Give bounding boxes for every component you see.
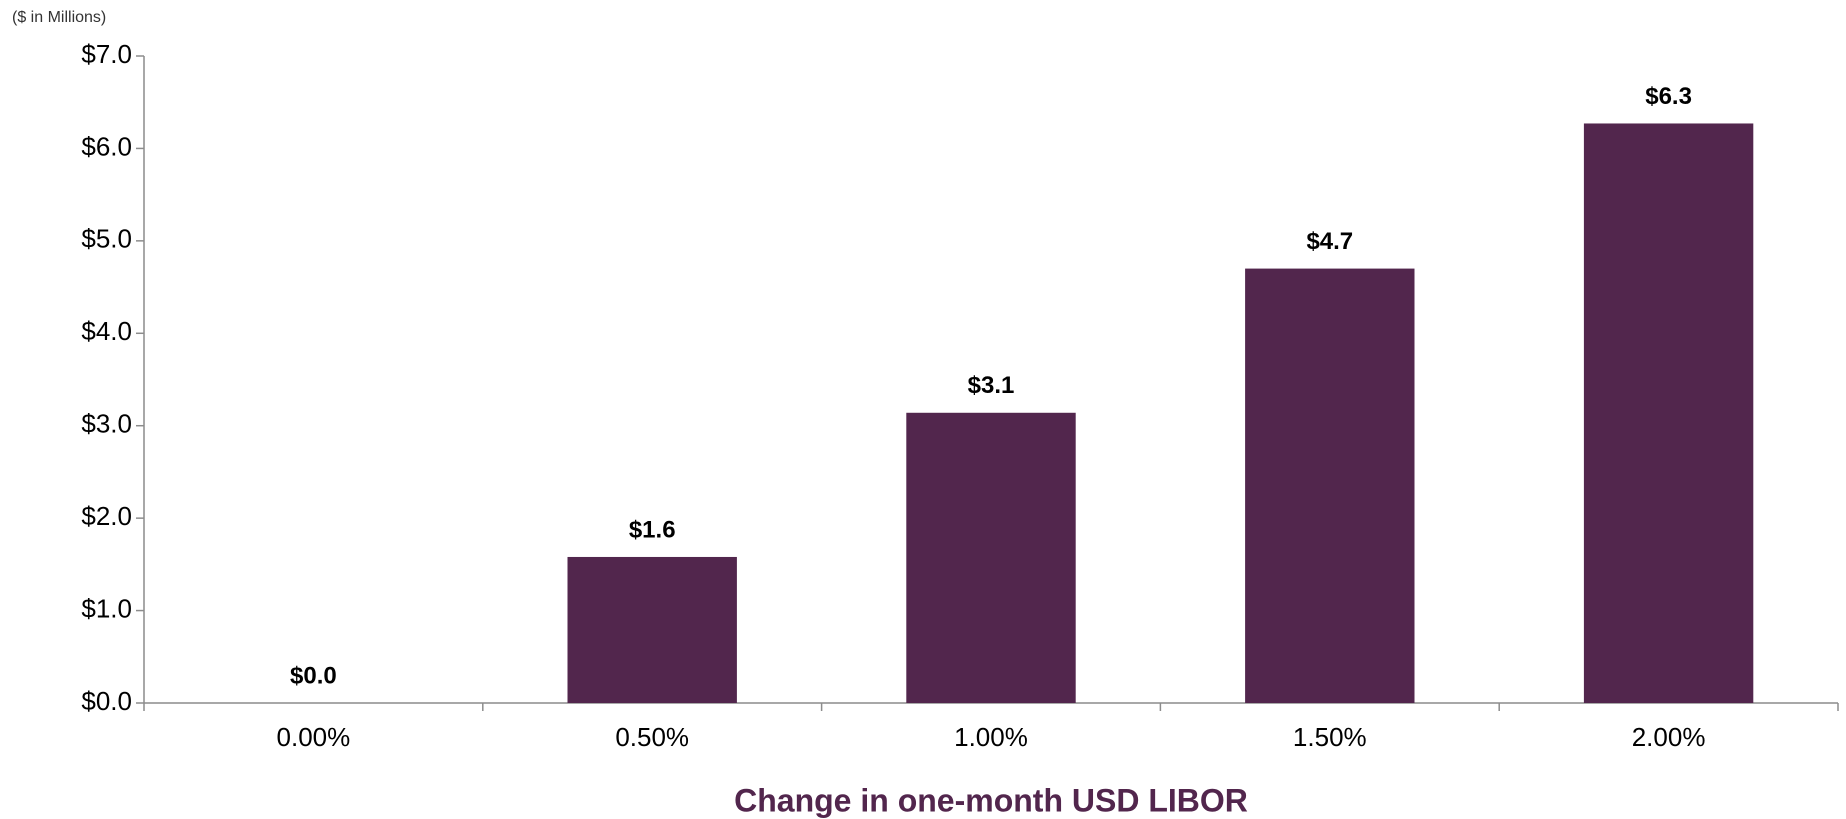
data-label: $4.7: [1306, 228, 1353, 255]
chart-subtitle: ($ in Millions): [12, 9, 106, 26]
x-tick-label: 1.00%: [954, 722, 1028, 752]
x-tick-label: 0.00%: [277, 722, 351, 752]
data-label: $6.3: [1645, 83, 1692, 110]
y-tick-label: $2.0: [81, 501, 132, 531]
y-tick-label: $0.0: [81, 686, 132, 716]
y-tick-label: $1.0: [81, 593, 132, 623]
y-tick-label: $6.0: [81, 131, 132, 161]
x-tick-label: 0.50%: [615, 722, 689, 752]
y-tick-label: $3.0: [81, 409, 132, 439]
y-tick-label: $4.0: [81, 316, 132, 346]
bar: [1245, 268, 1415, 703]
data-label: $3.1: [968, 372, 1015, 399]
bar: [906, 412, 1076, 703]
y-tick-label: $5.0: [81, 224, 132, 254]
bar: [1583, 123, 1754, 704]
y-tick-label: $7.0: [81, 39, 132, 69]
bar: [567, 556, 737, 703]
x-axis-label: Change in one-month USD LIBOR: [734, 782, 1248, 818]
x-tick-label: 1.50%: [1293, 722, 1367, 752]
x-tick-label: 2.00%: [1632, 722, 1706, 752]
data-label: $0.0: [290, 662, 337, 689]
data-label: $1.6: [629, 516, 676, 543]
